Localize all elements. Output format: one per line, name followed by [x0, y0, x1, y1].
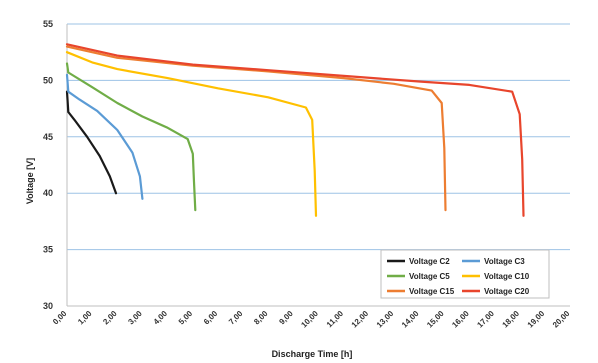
legend-label: Voltage C10	[484, 272, 530, 281]
series-line-voltage-c10	[65, 51, 318, 217]
x-axis-title: Discharge Time [h]	[272, 349, 353, 359]
series-line-voltage-c20	[65, 43, 525, 217]
legend-label: Voltage C20	[484, 287, 530, 296]
y-tick-label: 55	[43, 19, 53, 29]
legend-label: Voltage C3	[484, 257, 525, 266]
series-line-voltage-c2	[65, 90, 118, 195]
series-lines	[65, 43, 525, 217]
series-line-voltage-c15	[65, 45, 447, 212]
y-tick-label: 35	[43, 245, 53, 255]
y-tick-label: 50	[43, 75, 53, 85]
y-tick-label: 30	[43, 301, 53, 311]
y-tick-label: 45	[43, 132, 53, 142]
series-line-voltage-c3	[65, 73, 144, 200]
legend-label: Voltage C2	[409, 257, 450, 266]
legend-label: Voltage C15	[409, 287, 455, 296]
legend-label: Voltage C5	[409, 272, 450, 281]
series-line-voltage-c5	[65, 62, 197, 212]
y-tick-labels: 30 35 40 45 50 55	[43, 19, 53, 311]
y-axis-title: Voltage [V]	[25, 158, 35, 204]
legend: Voltage C2 Voltage C3 Voltage C5 Voltage C1…	[380, 249, 550, 299]
y-tick-label: 40	[43, 188, 53, 198]
